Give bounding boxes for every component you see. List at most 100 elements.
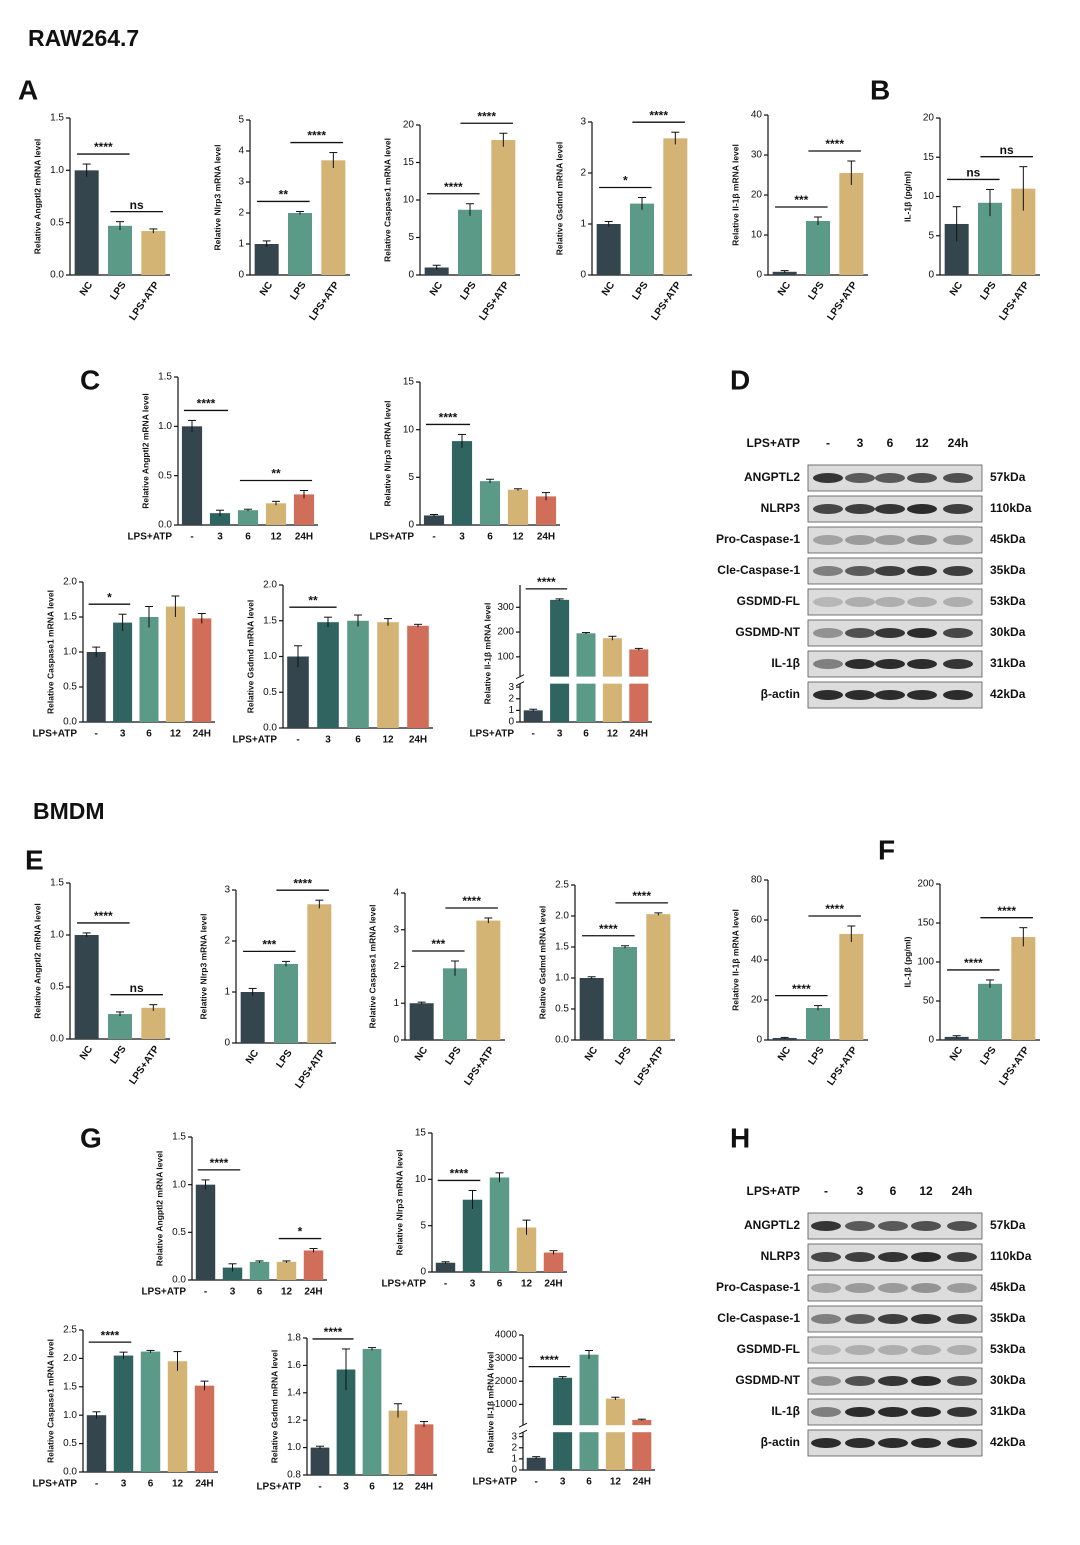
significance-label: ns (130, 981, 144, 995)
x-tick-label: - (190, 532, 193, 543)
y-tick-label: 0.5 (555, 1004, 569, 1015)
y-tick-label: 0.0 (50, 1034, 64, 1045)
y-tick-label: 0.8 (287, 1470, 301, 1481)
blot-band (845, 535, 875, 545)
blot-band (943, 566, 973, 576)
bar (362, 1348, 382, 1475)
x-tick-label: NC (78, 280, 95, 298)
blot-band (813, 566, 843, 576)
significance-label: * (298, 1225, 303, 1239)
y-tick-label: 0.0 (63, 1467, 77, 1478)
bar (388, 1410, 408, 1475)
bar (347, 620, 369, 728)
x-tick-label: 6 (148, 1479, 154, 1490)
blot-band (845, 473, 875, 483)
y-tick-label: 10 (751, 230, 763, 241)
blot-band (875, 628, 905, 638)
blot-lane-label: 24h (952, 1184, 973, 1198)
y-tick-label: 0.5 (50, 217, 64, 228)
y-tick-label: 1.4 (287, 1387, 301, 1398)
y-tick-label: 20 (923, 113, 935, 124)
blot-protein: β-actin (761, 687, 800, 701)
y-tick-label: 0.5 (63, 682, 77, 693)
blot-band (845, 1407, 875, 1417)
bar (553, 1432, 573, 1470)
y-tick-label: 15 (923, 152, 935, 163)
x-tick-label: 12 (270, 532, 282, 543)
bar (458, 209, 482, 275)
y-tick-label: 3 (238, 177, 244, 188)
blot-protein: ANGPTL2 (744, 470, 800, 484)
bar (516, 1227, 537, 1272)
blot-size: 45kDa (990, 1280, 1026, 1294)
y-tick-label: 1.5 (50, 113, 64, 124)
blot-band (911, 1283, 941, 1293)
blot-band (875, 659, 905, 669)
blot-protein: β-actin (761, 1435, 800, 1449)
blot-size: 42kDa (990, 1435, 1026, 1449)
blot-band (875, 504, 905, 514)
y-tick-label: 0.5 (158, 470, 172, 481)
blot-protein: Cle-Caspase-1 (717, 563, 800, 577)
x-tick-label: 6 (586, 1477, 592, 1488)
y-tick-label: 2.0 (63, 577, 77, 588)
blot-lane-label: 12 (915, 436, 929, 450)
bar (596, 224, 621, 275)
x-tick-label: LPS (806, 1045, 826, 1068)
blot-protein: Pro-Caspase-1 (716, 1280, 800, 1294)
blot-lane-label: 3 (857, 436, 864, 450)
y-tick-label: 2 (224, 936, 230, 947)
y-tick-label: 5 (238, 115, 244, 126)
blot-condition: LPS+ATP (747, 436, 800, 450)
blot-band (813, 690, 843, 700)
blot-size: 53kDa (990, 1342, 1026, 1356)
blot-band (907, 535, 937, 545)
significance-label: **** (439, 411, 458, 425)
y-tick-label: 1.5 (63, 1381, 77, 1392)
x-tick-label: 12 (512, 532, 524, 543)
y-tick-label: 1 (224, 987, 230, 998)
x-tick-label: 12 (607, 729, 619, 740)
y-tick-label: 0.5 (63, 1438, 77, 1449)
y-tick-label: 1 (580, 219, 586, 230)
significance-label: **** (94, 909, 113, 923)
blot-band (943, 473, 973, 483)
y-tick-label: 0.0 (555, 1035, 569, 1046)
y-tick-label: 1.0 (263, 651, 277, 662)
significance-label: **** (649, 108, 668, 122)
blot-lane-label: 6 (887, 436, 894, 450)
significance-label: ns (130, 198, 144, 212)
bar (409, 1003, 434, 1040)
y-axis-label: Relative Caspase1 mRNA level (367, 905, 377, 1029)
y-tick-label: 1.5 (158, 372, 172, 383)
x-tick-label: LPS (806, 280, 826, 303)
y-tick-label: 1.5 (172, 1132, 186, 1143)
bar (165, 606, 185, 722)
blot-band (813, 659, 843, 669)
blot-size: 35kDa (990, 1311, 1026, 1325)
blot-band (811, 1438, 841, 1448)
x-tick-label: 6 (355, 735, 361, 746)
y-tick-label: 40 (751, 955, 763, 966)
y-tick-label: 20 (751, 995, 763, 1006)
y-axis-label: Relative Nlrp3 mRNA level (198, 914, 208, 1020)
bar (192, 618, 212, 722)
x-tick-label: 12 (170, 729, 182, 740)
bar (489, 1177, 510, 1272)
x-tick-label: NC (78, 1044, 95, 1062)
x-tick-label: LPS (630, 280, 650, 303)
y-tick-label: 0.0 (263, 723, 277, 734)
blot-size: 30kDa (990, 625, 1026, 639)
x-tick-label: LPS+ATP (649, 280, 684, 323)
y-tick-label: 1.5 (555, 942, 569, 953)
x-tick-label: 24H (630, 729, 648, 740)
blot-band (943, 628, 973, 638)
y-tick-label: 20 (403, 120, 415, 131)
significance-label: ** (279, 188, 289, 202)
x-tick-label: NC (428, 280, 445, 298)
significance-label: **** (477, 109, 496, 123)
y-axis-label: Relative Caspase1 mRNA level (45, 1339, 55, 1463)
x-tick-label: 3 (459, 532, 465, 543)
blot-lane-label: - (824, 1184, 828, 1198)
blot-band (878, 1407, 908, 1417)
